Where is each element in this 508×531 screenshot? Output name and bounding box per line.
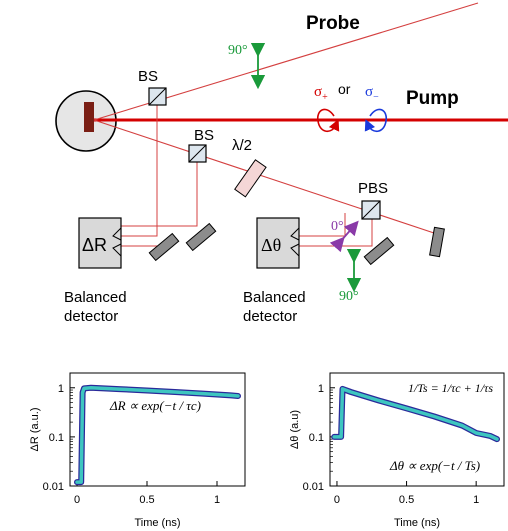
series-line (75, 386, 240, 484)
polarizing-beam-splitter (361, 200, 381, 220)
x-axis-title: Time (ns) (134, 517, 180, 529)
x-tick-label: 0.5 (399, 494, 414, 506)
beam-path-dtheta-2 (296, 213, 373, 247)
probe-beam-reflected (93, 119, 441, 236)
detector-deltaR-symbol: ΔR (82, 235, 107, 255)
y-tick-label: 0.1 (49, 432, 64, 444)
sigma-plus-rotation-icon (316, 108, 340, 133)
probe-label: Probe (306, 13, 360, 34)
angle-90-bottom-label: 90° (339, 289, 359, 304)
x-axis-title: Time (ns) (394, 517, 440, 529)
mirror-left (148, 232, 180, 262)
or-label: or (338, 81, 351, 97)
decay-annotation: Δθ ∝ exp(−t / Ts) (389, 458, 480, 473)
decay-annotation: ΔR ∝ exp(−t / τc) (109, 398, 201, 413)
bs-middle-label: BS (194, 127, 214, 144)
detector-dtheta-label-1: Balanced (243, 289, 306, 306)
beam-splitter-top (148, 87, 167, 106)
mirror-right (363, 236, 395, 266)
series-line (332, 387, 499, 441)
pump-label: Pump (406, 88, 459, 109)
detector-dtheta (256, 217, 300, 269)
beam-path-deltaR-2 (118, 153, 198, 227)
chart-dtheta: 0.01 0.1 1 0 0.5 1 Time (ns) Δθ (a.u) Δθ ∝ exp(−… (289, 372, 505, 529)
detector-deltaR-label-1: Balanced (64, 289, 127, 306)
x-tick-label: 1 (214, 494, 220, 506)
y-tick-label: 0.01 (303, 481, 324, 493)
y-axis-title: Δθ (a.u) (289, 410, 301, 449)
y-tick-label: 1 (58, 383, 64, 395)
rate-formula: 1/Ts = 1/τc + 1/τs (408, 381, 493, 395)
x-tick-label: 0.5 (139, 494, 154, 506)
half-wave-label: λ/2 (232, 137, 252, 154)
polarization-0-arrow (329, 220, 359, 253)
beam-path-deltaR (118, 95, 158, 237)
sigma-minus-label: σ− (365, 84, 379, 103)
y-tick-label: 1 (318, 383, 324, 395)
detector-deltaR-label-2: detector (64, 308, 118, 325)
bs-top-label: BS (138, 68, 158, 85)
detector-deltaR (78, 217, 122, 269)
detector-dtheta-symbol: Δθ (261, 235, 281, 255)
mirror-left-2 (185, 222, 217, 252)
chart-deltaR: 0.01 0.1 1 0 0.5 1 Time (ns) ΔR (a.u.) ΔR ∝ exp(… (29, 372, 246, 529)
x-tick-label: 1 (473, 494, 479, 506)
x-tick-label: 0 (334, 494, 340, 506)
y-tick-label: 0.1 (309, 432, 324, 444)
y-axis-title: ΔR (a.u.) (29, 407, 41, 451)
sample-chip (84, 102, 94, 132)
angle-90-top-label: 90° (228, 43, 248, 58)
y-tick-label: 0.01 (43, 481, 64, 493)
sigma-minus-rotation-icon (364, 108, 388, 133)
detector-dtheta-label-2: detector (243, 308, 297, 325)
sigma-plus-label: σ+ (314, 84, 328, 103)
mirror-end (429, 226, 445, 258)
x-tick-label: 0 (74, 494, 80, 506)
pbs-label: PBS (358, 180, 388, 197)
angle-0-label: 0° (331, 219, 344, 234)
half-wave-plate (234, 159, 267, 198)
beam-splitter-middle (188, 144, 207, 163)
